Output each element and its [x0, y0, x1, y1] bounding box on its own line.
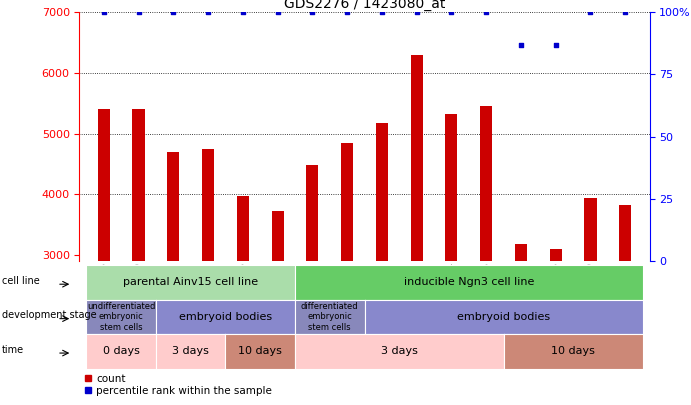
Bar [619, 205, 632, 261]
Text: inducible Ngn3 cell line: inducible Ngn3 cell line [404, 277, 534, 288]
Text: 3 days: 3 days [172, 346, 209, 356]
Point [272, 9, 283, 15]
Point [481, 9, 492, 15]
Bar [202, 149, 214, 261]
Text: 10 days: 10 days [551, 346, 595, 356]
Point [411, 9, 422, 15]
Text: differentiated
embryonic
stem cells: differentiated embryonic stem cells [301, 302, 359, 332]
Point [446, 9, 457, 15]
Text: undifferentiated
embryonic
stem cells: undifferentiated embryonic stem cells [87, 302, 155, 332]
Bar [341, 143, 353, 261]
Bar [133, 109, 144, 261]
Bar [237, 196, 249, 261]
Bar [167, 152, 180, 261]
Bar [480, 107, 492, 261]
Title: GDS2276 / 1423080_at: GDS2276 / 1423080_at [284, 0, 445, 11]
Text: development stage: development stage [1, 310, 96, 320]
Bar [272, 211, 284, 261]
Bar [306, 165, 319, 261]
Point [237, 9, 248, 15]
Text: 0 days: 0 days [103, 346, 140, 356]
Point [307, 9, 318, 15]
Bar [515, 244, 527, 261]
Point [133, 9, 144, 15]
Bar [445, 114, 457, 261]
Point [341, 9, 352, 15]
Point [168, 9, 179, 15]
Point [620, 9, 631, 15]
Point [202, 9, 214, 15]
Text: 10 days: 10 days [238, 346, 282, 356]
Point [98, 9, 109, 15]
Legend: count, percentile rank within the sample: count, percentile rank within the sample [85, 374, 272, 396]
Text: time: time [1, 345, 23, 355]
Bar [376, 123, 388, 261]
Text: embryoid bodies: embryoid bodies [179, 312, 272, 322]
Point [377, 9, 388, 15]
Point [585, 9, 596, 15]
Bar [585, 198, 596, 261]
Text: cell line: cell line [1, 276, 39, 286]
Point [550, 41, 561, 48]
Point [515, 41, 527, 48]
Text: 3 days: 3 days [381, 346, 417, 356]
Text: parental Ainv15 cell line: parental Ainv15 cell line [123, 277, 258, 288]
Bar [549, 249, 562, 261]
Bar [97, 109, 110, 261]
Text: embryoid bodies: embryoid bodies [457, 312, 550, 322]
Bar [410, 55, 423, 261]
